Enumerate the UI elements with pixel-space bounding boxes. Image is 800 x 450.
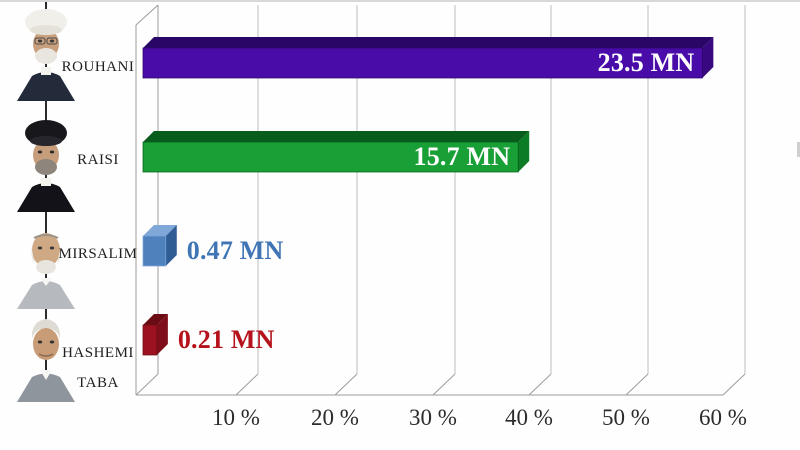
bar-hashemi-taba	[142, 314, 168, 356]
x-tick-30: 30 %	[409, 405, 457, 430]
bar-mirsalim	[142, 225, 177, 267]
candidate-label-mirsalim: MIRSALIM	[52, 239, 144, 269]
candidate-label-hashemi-taba: HASHEMI TABA	[52, 338, 144, 398]
portrait-hashemi-taba	[17, 319, 75, 402]
x-tick-40: 40 %	[505, 405, 553, 430]
candidate-name: RAISI	[77, 152, 119, 168]
candidate-label-rouhani: ROUHANI	[52, 52, 144, 82]
bar-raisi	[142, 131, 530, 173]
x-tick-50: 50 %	[602, 405, 650, 430]
x-tick-60: 60 %	[699, 405, 747, 430]
x-tick-10: 10 %	[212, 405, 260, 430]
edge-artifact	[797, 142, 800, 157]
candidate-name: HASHEMI	[62, 345, 134, 361]
bar-rouhani	[142, 37, 714, 79]
portrait-raisi	[17, 120, 75, 212]
value-label-mirsalim: 0.47 MN	[186, 236, 284, 265]
candidate-name: MIRSALIM	[58, 246, 138, 262]
candidate-name-line2: TABA	[77, 375, 119, 391]
portrait-mirsalim	[17, 233, 75, 309]
candidate-label-raisi: RAISI	[52, 145, 144, 175]
value-label-raisi: 15.7 MN	[413, 142, 511, 171]
x-tick-20: 20 %	[311, 405, 359, 430]
value-label-rouhani: 23.5 MN	[597, 48, 695, 77]
candidate-name: ROUHANI	[61, 59, 135, 75]
portrait-rouhani	[17, 9, 75, 101]
value-label-hashemi-taba: 0.21 MN	[177, 325, 275, 354]
